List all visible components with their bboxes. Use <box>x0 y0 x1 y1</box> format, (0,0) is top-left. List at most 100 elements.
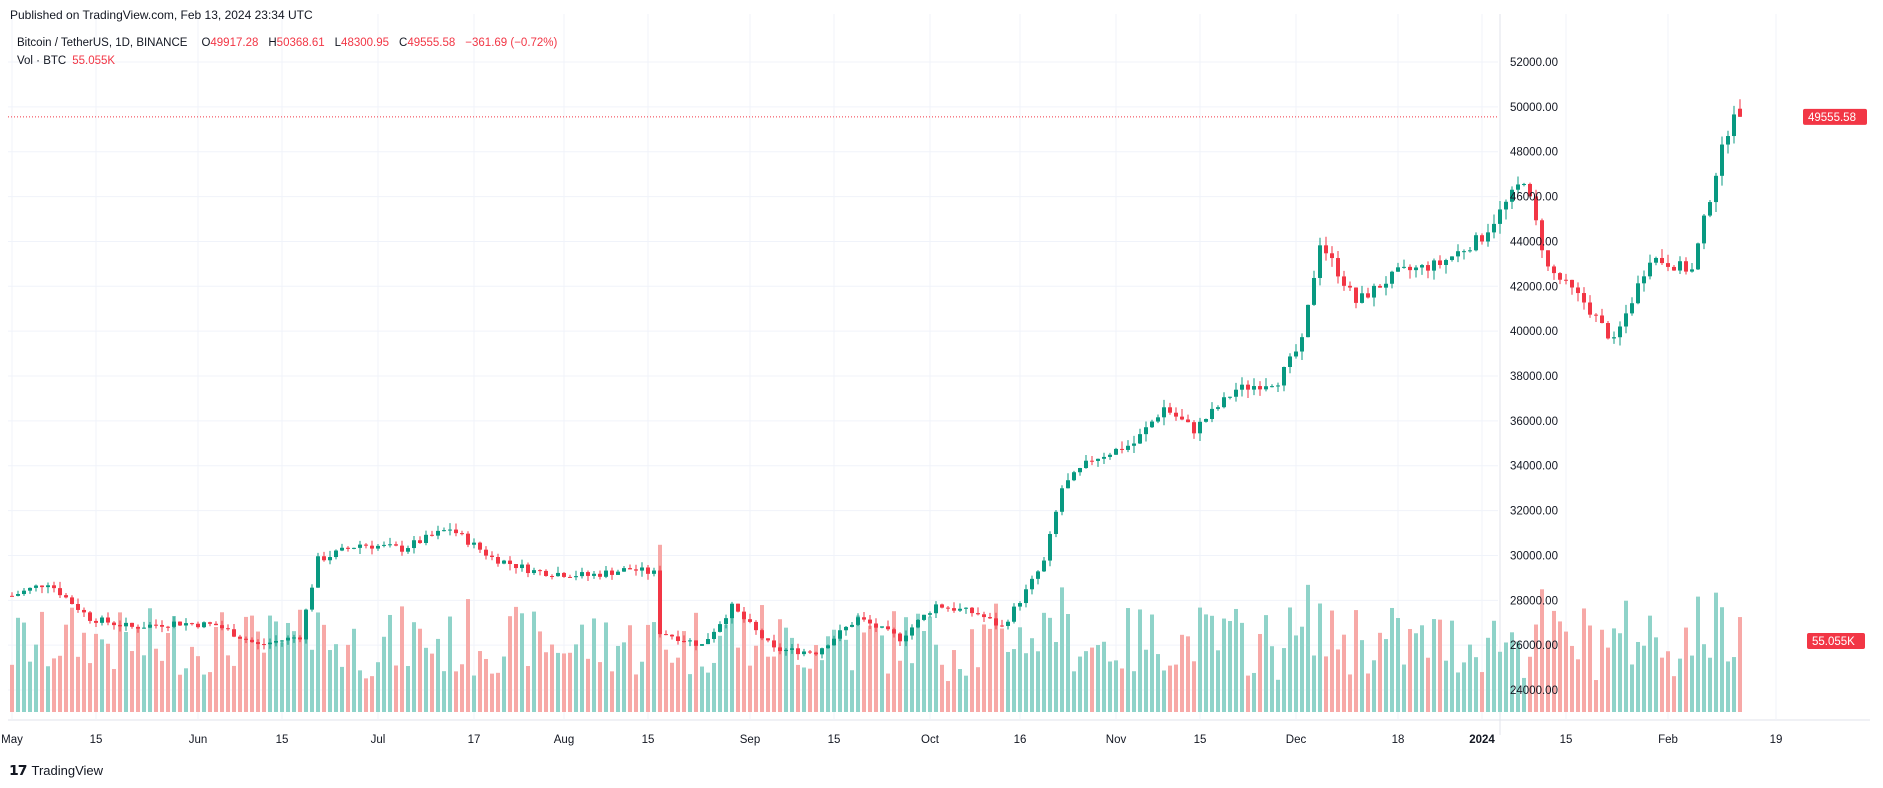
candle-body <box>694 640 698 646</box>
volume-bar <box>730 614 734 712</box>
candle-body <box>1528 183 1532 197</box>
candle-body <box>490 555 494 558</box>
candle-body <box>1738 108 1742 117</box>
volume-bar <box>310 649 314 712</box>
volume-bar <box>670 662 674 712</box>
candle-body <box>154 624 158 626</box>
candle-body <box>436 530 440 536</box>
volume-legend-row: Vol · BTC 55.055K <box>17 52 567 70</box>
candle-body <box>772 640 776 648</box>
volume-bar <box>1504 642 1508 712</box>
candle-body <box>70 597 74 604</box>
volume-bar <box>1288 607 1292 712</box>
candle-body <box>1174 412 1178 417</box>
volume-bar <box>1558 621 1562 712</box>
candle-body <box>676 636 680 642</box>
candle-body <box>1150 421 1154 428</box>
x-tick-label: 15 <box>1560 734 1573 746</box>
volume-bar <box>766 656 770 712</box>
candle-body <box>832 638 836 646</box>
volume-bar <box>1240 622 1244 712</box>
candle-body <box>412 540 416 549</box>
volume-bar <box>874 626 878 712</box>
price-candles <box>10 99 1742 660</box>
volume-bar <box>640 661 644 712</box>
volume-bar <box>694 612 698 712</box>
candle-body <box>1114 448 1118 455</box>
candle-body <box>1690 269 1694 272</box>
volume-bar <box>1270 646 1274 712</box>
candle-body <box>28 587 32 591</box>
volume-bar <box>1714 592 1718 712</box>
volume-bar <box>1114 660 1118 712</box>
candle-body <box>1102 456 1106 459</box>
candle-body <box>640 567 644 571</box>
volume-bar <box>508 616 512 712</box>
candle-body <box>1642 276 1646 284</box>
volume-bar <box>1030 638 1034 712</box>
volume-bar <box>1690 655 1694 712</box>
candle-body <box>1588 302 1592 315</box>
volume-bar <box>1378 632 1382 712</box>
volume-bar <box>790 637 794 712</box>
candle-body <box>250 639 254 643</box>
volume-bar <box>58 655 62 712</box>
last-price-badge: 49555.58 <box>1803 108 1867 125</box>
volume-bar <box>682 631 686 712</box>
candle-body <box>1000 625 1004 627</box>
volume-bar <box>1180 634 1184 712</box>
volume-bar <box>1564 631 1568 712</box>
volume-bar <box>406 665 410 712</box>
volume-bar <box>1366 673 1370 712</box>
volume-bar <box>100 639 104 712</box>
y-tick-label: 32000.00 <box>1510 506 1558 518</box>
candle-body <box>1270 386 1274 388</box>
candle-body <box>856 617 860 625</box>
volume-label[interactable]: Vol · BTC <box>17 55 67 67</box>
candle-body <box>724 618 728 625</box>
candle-body <box>286 637 290 641</box>
y-tick-label: 48000.00 <box>1510 147 1558 159</box>
volume-bar <box>724 624 728 712</box>
volume-bar <box>16 617 20 712</box>
symbol-title[interactable]: Bitcoin / TetherUS, 1D, BINANCE <box>17 37 188 49</box>
candle-body <box>922 614 926 620</box>
candle-body <box>64 595 68 598</box>
candle-body <box>748 619 752 622</box>
volume-bar <box>154 648 158 712</box>
low-value: 48300.95 <box>341 37 390 49</box>
volume-bar <box>388 614 392 712</box>
volume-bar <box>862 632 866 712</box>
footer-logo-text[interactable]: TradingView <box>31 763 104 778</box>
candle-body <box>946 607 950 609</box>
candle-body <box>706 639 710 645</box>
volume-bar <box>1450 620 1454 712</box>
candle-body <box>1732 114 1736 137</box>
volume-bar <box>1108 661 1112 712</box>
x-tick-label: Dec <box>1286 734 1307 746</box>
candle-body <box>700 644 704 646</box>
x-tick-label: Jul <box>371 734 386 746</box>
candle-body <box>238 636 242 639</box>
volume-bar <box>604 622 608 712</box>
volume-bar <box>1198 607 1202 712</box>
candle-body <box>1162 407 1166 418</box>
volume-bar <box>484 658 488 712</box>
candle-body <box>1498 209 1502 224</box>
price-axis[interactable]: 24000.00 26000.00 28000.00 30000.00 32000.00… <box>1510 57 1558 697</box>
tradingview-logo-icon[interactable]: 𝟭𝟳 <box>9 762 28 778</box>
candle-body <box>1540 220 1544 251</box>
candle-body <box>1276 385 1280 387</box>
volume-bar <box>1336 649 1340 712</box>
volume-bar <box>736 647 740 712</box>
time-axis[interactable]: May 15 Jun 15 Jul 17 Aug 15 Sep 15 Oct 16 Nov 15 Dec 18… <box>1 734 1782 746</box>
volume-bar <box>1444 660 1448 712</box>
volume-bar <box>1234 608 1238 712</box>
candle-body <box>1084 460 1088 469</box>
candle-body <box>622 568 626 572</box>
candle-body <box>1420 265 1424 268</box>
volume-bar <box>820 660 824 712</box>
candle-body <box>1300 337 1304 352</box>
volume-bar <box>1186 636 1190 712</box>
